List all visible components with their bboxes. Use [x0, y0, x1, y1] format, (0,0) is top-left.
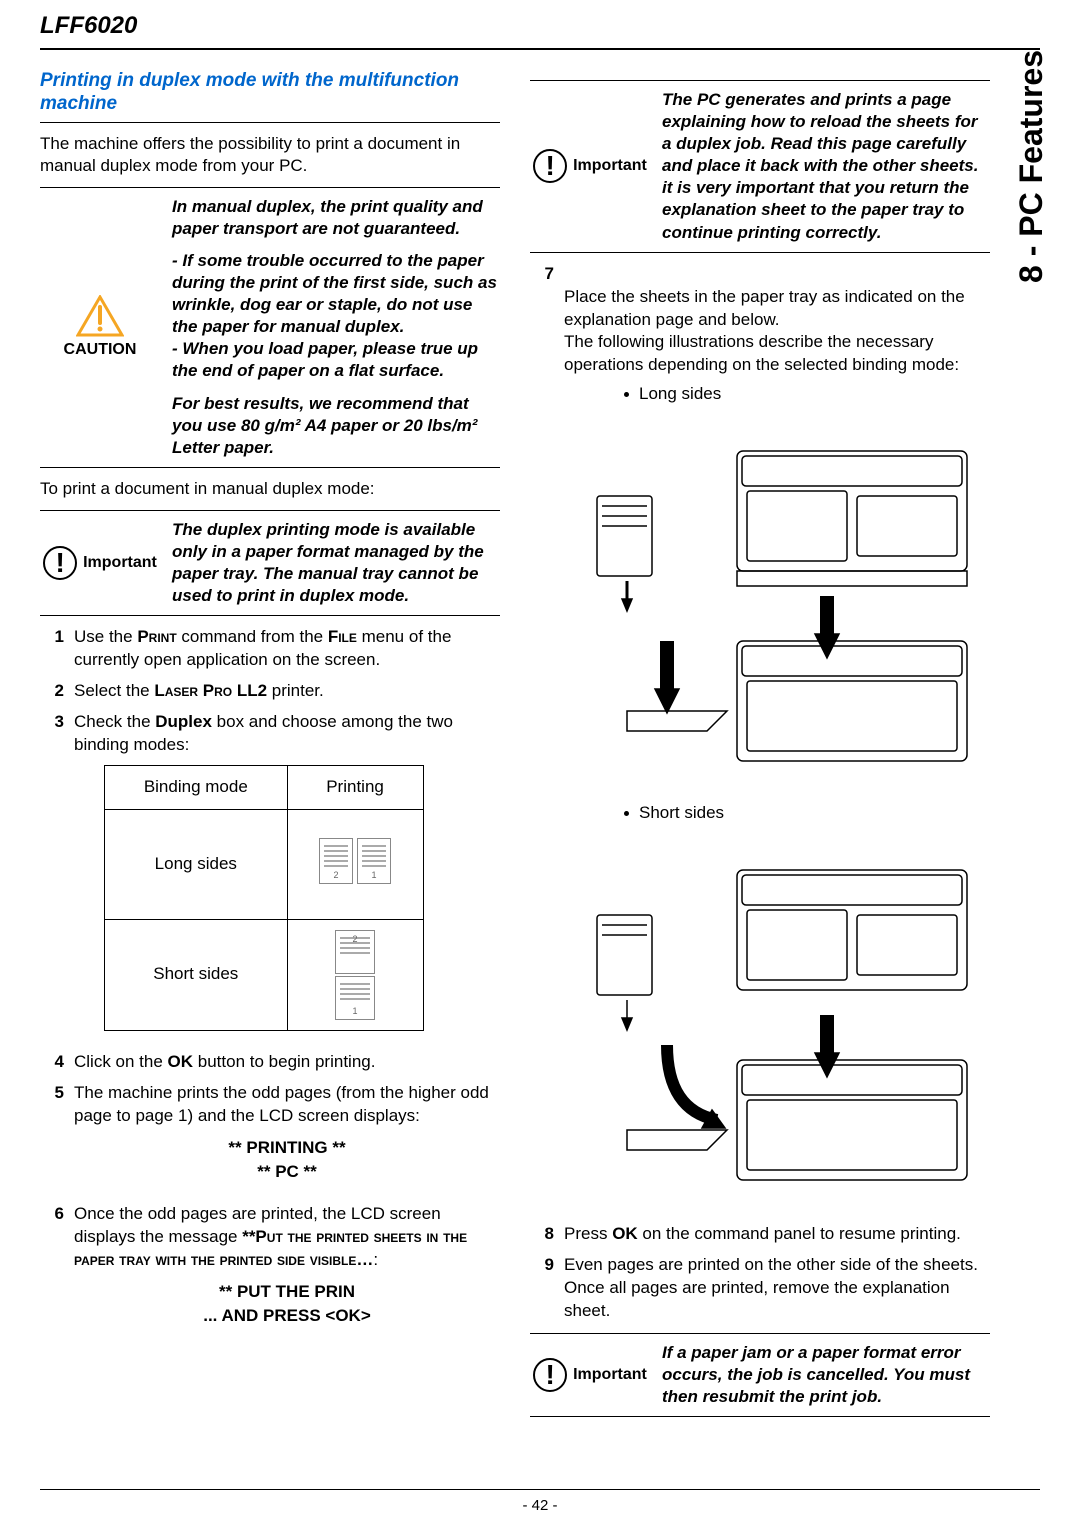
important2-text: The PC generates and prints a page expla… — [662, 89, 990, 244]
caution-p1: In manual duplex, the print quality and … — [172, 196, 500, 240]
important1-text: The duplex printing mode is available on… — [172, 519, 500, 607]
steps-list-b: Place the sheets in the paper tray as in… — [530, 263, 990, 1323]
left-column: Printing in duplex mode with the multifu… — [40, 70, 500, 1427]
td: Long sides — [105, 809, 288, 919]
lcd-line: ** PUT THE PRIN — [74, 1280, 500, 1304]
important-icon-col: ! Important — [530, 149, 650, 183]
right-column: ! Important The PC generates and prints … — [530, 70, 1040, 1427]
page-number: - 42 - — [0, 1497, 1080, 1514]
t: Even pages are printed on the other side… — [564, 1255, 978, 1320]
important-label: Important — [573, 157, 647, 175]
important-label: Important — [83, 554, 157, 572]
t: Click on the — [74, 1052, 168, 1071]
important-callout-1: ! Important The duplex printing mode is … — [40, 510, 500, 616]
t: Place the sheets in the paper tray as in… — [564, 287, 965, 375]
t: Laser Pro LL2 — [154, 681, 267, 700]
printer-long-sides-illus — [564, 441, 990, 781]
step-7: Place the sheets in the paper tray as in… — [530, 263, 990, 1215]
important-callout-3: ! Important If a paper jam or a paper fo… — [530, 1333, 990, 1417]
important-label: Important — [573, 1366, 647, 1384]
step-8: Press OK on the command panel to resume … — [530, 1223, 990, 1246]
t: OK — [168, 1052, 194, 1071]
caution-callout: CAUTION In manual duplex, the print qual… — [40, 187, 500, 468]
t: Short sides — [639, 802, 724, 825]
important-icon: ! — [43, 546, 77, 580]
t: Duplex — [155, 712, 212, 731]
t: The machine prints the odd pages (from t… — [74, 1083, 489, 1125]
t: OK — [612, 1224, 638, 1243]
t: : — [373, 1250, 378, 1269]
step-2: Select the Laser Pro LL2 printer. — [40, 680, 500, 703]
td: Short sides — [105, 919, 288, 1030]
lcd-line: ** PRINTING ** — [74, 1136, 500, 1160]
printer-short-sides-illus — [564, 860, 990, 1200]
step-4: Click on the OK button to begin printing… — [40, 1051, 500, 1074]
pre-steps-text: To print a document in manual duplex mod… — [40, 478, 500, 500]
binding-table: Binding modePrinting Long sides 2 1 Shor… — [104, 765, 424, 1031]
th: Printing — [287, 765, 423, 809]
t: Press — [564, 1224, 612, 1243]
important-callout-2: ! Important The PC generates and prints … — [530, 80, 990, 253]
important-icon: ! — [533, 1358, 567, 1392]
t: Long sides — [639, 383, 721, 406]
t: button to begin printing. — [193, 1052, 375, 1071]
section-underline — [40, 122, 500, 123]
th: Binding mode — [105, 765, 288, 809]
lcd-display-2: ** PUT THE PRIN ... AND PRESS <OK> — [74, 1280, 500, 1328]
section-title: Printing in duplex mode with the multifu… — [40, 70, 500, 116]
header-rule — [40, 48, 1040, 50]
two-column-layout: Printing in duplex mode with the multifu… — [40, 70, 1040, 1427]
t: on the command panel to resume printing. — [638, 1224, 961, 1243]
short-sides-illus: 2 1 — [287, 919, 423, 1030]
intro-text: The machine offers the possibility to pr… — [40, 133, 500, 177]
important3-text: If a paper jam or a paper format error o… — [662, 1342, 990, 1408]
bullet-short-sides: Short sides — [624, 802, 990, 825]
step-1: Use the Print command from the File menu… — [40, 626, 500, 672]
caution-p2: - If some trouble occurred to the paper … — [172, 250, 500, 383]
step-3: Check the Duplex box and choose among th… — [40, 711, 500, 1043]
t: Print — [137, 627, 176, 646]
step-5: The machine prints the odd pages (from t… — [40, 1082, 500, 1195]
lcd-line: ... AND PRESS <OK> — [74, 1304, 500, 1328]
important-icon: ! — [533, 149, 567, 183]
doc-model: LFF6020 — [40, 12, 1040, 40]
t: command from the — [177, 627, 328, 646]
t: Use the — [74, 627, 137, 646]
caution-label: CAUTION — [64, 341, 137, 359]
step-9: Even pages are printed on the other side… — [530, 1254, 990, 1323]
steps-list-a: Use the Print command from the File menu… — [40, 626, 500, 1339]
caution-text: In manual duplex, the print quality and … — [172, 196, 500, 459]
long-sides-illus: 2 1 — [287, 809, 423, 919]
t: printer. — [267, 681, 324, 700]
lcd-line: ** PC ** — [74, 1160, 500, 1184]
important-icon-col: ! Important — [530, 1358, 650, 1392]
t: Select the — [74, 681, 154, 700]
lcd-display-1: ** PRINTING ** ** PC ** — [74, 1136, 500, 1184]
bullet-long-sides: Long sides — [624, 383, 990, 406]
chapter-tab: 8 - PC Features — [1013, 50, 1050, 283]
t: File — [328, 627, 357, 646]
caution-triangle-icon — [76, 295, 124, 337]
caution-p3: For best results, we recommend that you … — [172, 393, 500, 459]
caution-icon-col: CAUTION — [40, 295, 160, 359]
t: Check the — [74, 712, 155, 731]
step-6: Once the odd pages are printed, the LCD … — [40, 1203, 500, 1339]
important-icon-col: ! Important — [40, 546, 160, 580]
footer-rule — [40, 1489, 1040, 1490]
